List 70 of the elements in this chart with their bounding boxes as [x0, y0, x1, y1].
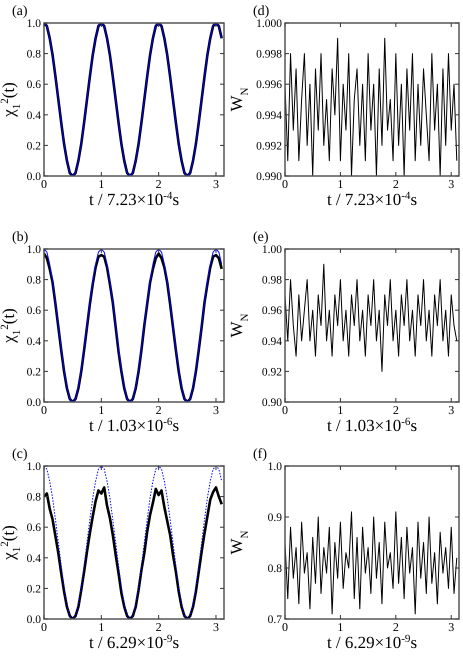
x-axis-title: t / 7.23×10$^{-4}$s [326, 190, 418, 209]
x-axis-title: t / 6.29×10$^{-9}$s [88, 633, 180, 652]
x-tick-label: 0 [282, 620, 288, 634]
y-tick-label: 1.00 [262, 244, 282, 256]
y-tick-label: 0.8 [26, 492, 42, 504]
y-tick-label: 0.96 [262, 305, 282, 318]
x-tick-label: 3 [448, 177, 454, 191]
chart-title: (f) [253, 447, 268, 462]
y-tick-label: 1.0 [26, 244, 42, 256]
chart-title: (b) [12, 230, 29, 245]
chart-title: (c) [12, 447, 28, 462]
x-axis-title: t / 6.29×10$^{-9}$s [326, 633, 418, 652]
y-tick-label: 0.8 [26, 48, 42, 61]
chart-title: (a) [12, 4, 28, 19]
y-tick-label: 0.4 [26, 552, 42, 565]
x-axis-title: t / 1.03×10$^{-6}$s [326, 416, 418, 435]
x-tick-label: 2 [392, 620, 399, 634]
x-tick-label: 2 [392, 177, 399, 191]
y-tick-label: 0.0 [26, 171, 42, 183]
x-tick-label: 0 [41, 620, 47, 634]
y-tick-label: 0.2 [26, 140, 42, 152]
y-tick-label: 0.6 [26, 522, 42, 534]
x-tick-label: 0 [41, 177, 47, 191]
y-tick-label: 1.0 [26, 461, 42, 473]
x-tick-label: 1 [337, 177, 344, 191]
x-tick-label: 2 [156, 177, 162, 191]
y-tick-label: 0.4 [26, 336, 42, 348]
x-tick-label: 1 [98, 177, 104, 191]
chart-title: (e) [253, 230, 269, 245]
y-tick-label: 0.8 [26, 274, 42, 287]
y-tick-label: 1.000 [256, 18, 282, 30]
y-tick-label: 0.2 [26, 366, 42, 378]
x-tick-label: 2 [392, 403, 399, 417]
y-tick-label: 0.94 [262, 336, 282, 348]
y-tick-label: 0.9 [268, 512, 282, 524]
y-tick-label: 1.0 [268, 461, 282, 473]
y-tick-label: 0.996 [256, 79, 282, 92]
x-tick-label: 1 [98, 620, 104, 634]
y-tick-label: 0.98 [262, 274, 282, 287]
x-tick-label: 2 [156, 403, 162, 417]
y-tick-label: 0.998 [256, 48, 282, 61]
y-tick-label: 0.6 [26, 305, 42, 318]
chart-title: (d) [253, 4, 270, 19]
y-tick-label: 0.92 [262, 366, 282, 378]
x-tick-label: 2 [156, 620, 162, 634]
x-tick-label: 3 [212, 177, 219, 191]
y-tick-label: 0.7 [268, 614, 282, 626]
x-tick-label: 0 [41, 403, 47, 417]
y-tick-label: 0.6 [26, 79, 42, 92]
x-tick-label: 3 [448, 403, 454, 417]
y-tick-label: 0.8 [268, 563, 282, 575]
y-tick-label: 1.0 [26, 18, 42, 30]
y-tick-label: 0.0 [26, 397, 42, 409]
x-tick-label: 1 [337, 403, 344, 417]
x-tick-label: 0 [282, 403, 288, 417]
x-tick-label: 3 [212, 620, 219, 634]
x-axis-title: t / 7.23×10$^{-4}$s [88, 190, 180, 209]
y-tick-label: 0.0 [26, 614, 42, 626]
x-tick-label: 3 [212, 403, 219, 417]
y-tick-label: 0.992 [256, 140, 282, 152]
y-tick-label: 0.2 [26, 583, 42, 596]
x-axis-title: t / 1.03×10$^{-6}$s [88, 416, 180, 435]
x-tick-label: 3 [448, 620, 454, 634]
y-tick-label: 0.990 [256, 171, 282, 183]
x-tick-label: 0 [282, 177, 288, 191]
y-tick-label: 0.994 [256, 110, 282, 122]
x-tick-label: 1 [337, 620, 344, 634]
y-tick-label: 0.4 [26, 110, 42, 122]
x-tick-label: 1 [98, 403, 104, 417]
y-tick-label: 0.90 [262, 397, 282, 409]
